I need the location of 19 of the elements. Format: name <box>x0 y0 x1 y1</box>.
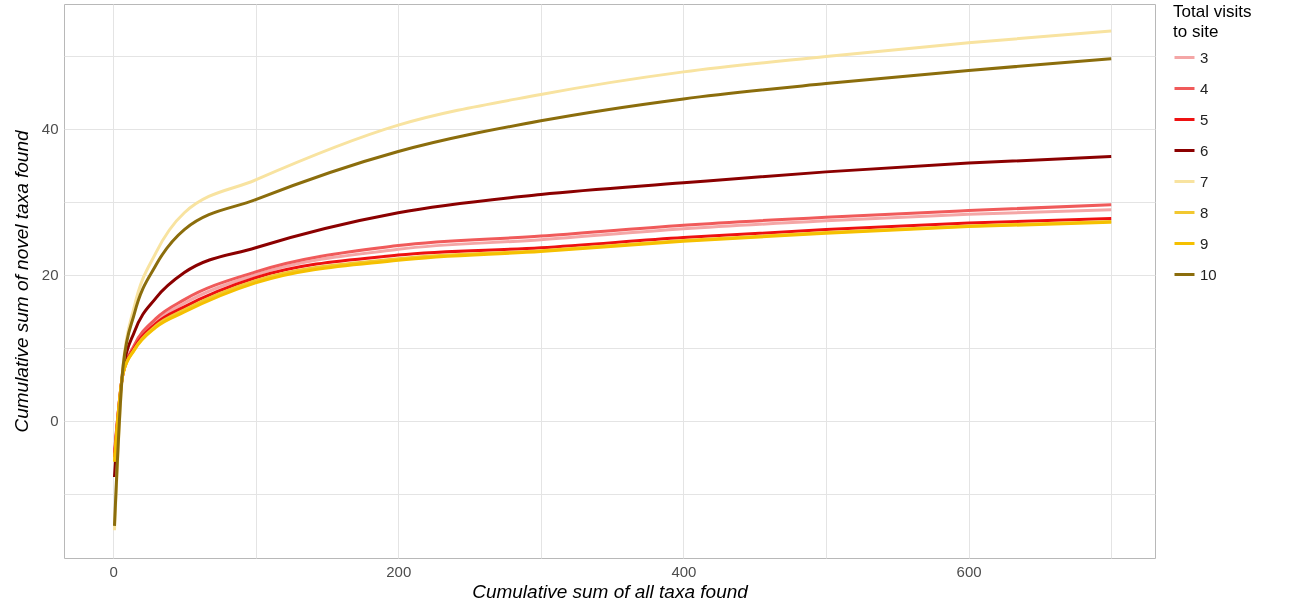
y-axis-title: Cumulative sum of novel taxa found <box>10 129 32 433</box>
legend-label: 5 <box>1200 110 1209 128</box>
x-axis-title: Cumulative sum of all taxa found <box>472 580 750 602</box>
legend-label: 10 <box>1200 265 1217 283</box>
legend-label: 3 <box>1200 48 1209 66</box>
legend-label: 9 <box>1200 234 1209 252</box>
legend-label: 8 <box>1200 203 1209 221</box>
legend-title: Total visits to site <box>1173 2 1252 41</box>
x-tick-label: 600 <box>956 562 982 580</box>
x-tick-label: 200 <box>386 562 412 580</box>
legend-label: 6 <box>1200 141 1209 159</box>
x-tick-label: 400 <box>671 562 697 580</box>
legend-label: 7 <box>1200 172 1209 190</box>
legend-label: 4 <box>1200 79 1209 97</box>
x-tick-label: 0 <box>109 562 118 580</box>
y-tick-label: 0 <box>50 412 59 430</box>
y-tick-label: 20 <box>41 266 59 284</box>
line-series <box>112 155 1113 479</box>
y-tick-label: 40 <box>41 120 59 138</box>
